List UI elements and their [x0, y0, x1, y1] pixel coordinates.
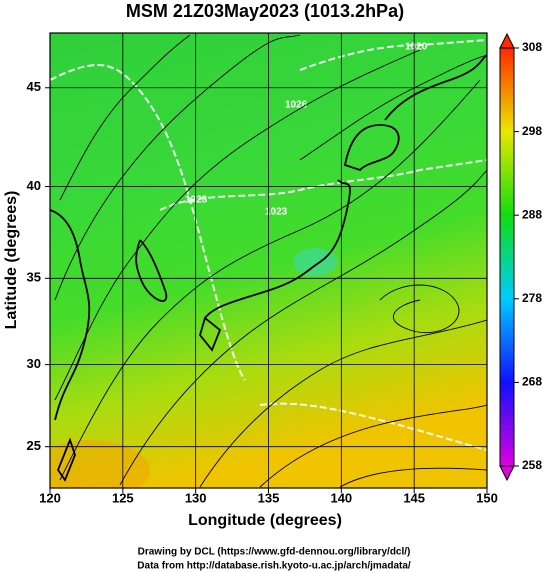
x-tick-label: 145	[403, 490, 425, 505]
streamline	[119, 169, 487, 486]
credit: Data from http://database.rish.kyoto-u.a…	[137, 561, 411, 572]
isobars	[50, 39, 487, 451]
x-tick-label: 125	[112, 490, 134, 505]
y-tick-label: 45	[27, 79, 41, 94]
streamline	[259, 404, 487, 488]
streamline	[379, 284, 460, 334]
colorbar-bottom-arrow	[499, 465, 515, 482]
coastline	[50, 209, 91, 421]
colorbar-tick-label: 308	[522, 40, 542, 54]
x-tick-label: 135	[258, 490, 280, 505]
y-tick-label: 35	[27, 270, 41, 285]
isobar-label: 1026	[285, 100, 308, 111]
y-tick-label: 30	[27, 356, 41, 371]
isobar	[259, 402, 487, 451]
y-tick-label: 40	[27, 178, 41, 193]
colorbar-tick-label: 258	[522, 458, 542, 472]
coastline	[384, 54, 487, 121]
isobar	[50, 64, 246, 381]
isobar-label: 1023	[265, 207, 288, 218]
x-axis-label: Longitude (degrees)	[188, 512, 342, 529]
coastline	[135, 239, 168, 302]
colorbar-tick-label: 278	[522, 291, 542, 305]
x-tick-label: 120	[39, 490, 61, 505]
grid	[50, 33, 487, 488]
colorbar	[499, 47, 515, 467]
streamline	[199, 319, 487, 488]
coastline	[56, 437, 76, 482]
coastline	[199, 316, 222, 352]
coastline	[343, 124, 400, 172]
isobar	[299, 39, 487, 71]
streamline	[54, 34, 301, 301]
isobar-label: 1020	[405, 42, 428, 53]
x-tick-label: 140	[330, 490, 352, 505]
coastline	[204, 179, 351, 319]
credit: Drawing by DCL (https://www.gfd-dennou.o…	[138, 547, 411, 558]
cool-patch	[293, 248, 337, 276]
isobar	[159, 159, 487, 211]
streamlines	[54, 34, 487, 488]
streamline	[54, 49, 421, 401]
y-tick-label: 25	[27, 438, 41, 453]
colorbar-tick-label: 268	[522, 375, 542, 389]
streamline	[339, 467, 487, 488]
plot-area: 1020 1023 1023 1026	[50, 33, 487, 488]
title: MSM 21Z03May2023 (1013.2hPa)	[126, 1, 404, 21]
streamline	[59, 79, 481, 481]
y-axis-label: Latitude (degrees)	[3, 191, 20, 330]
isobar-label: 1023	[185, 195, 208, 206]
colorbar-tick-label: 288	[522, 207, 542, 221]
colorbar-tick-label: 298	[522, 124, 542, 138]
x-tick-label: 130	[185, 490, 207, 505]
colorbar-top-arrow	[499, 32, 515, 49]
streamline	[59, 34, 191, 201]
streamline	[299, 54, 487, 161]
x-tick-label: 150	[476, 490, 498, 505]
coastlines	[50, 54, 487, 482]
